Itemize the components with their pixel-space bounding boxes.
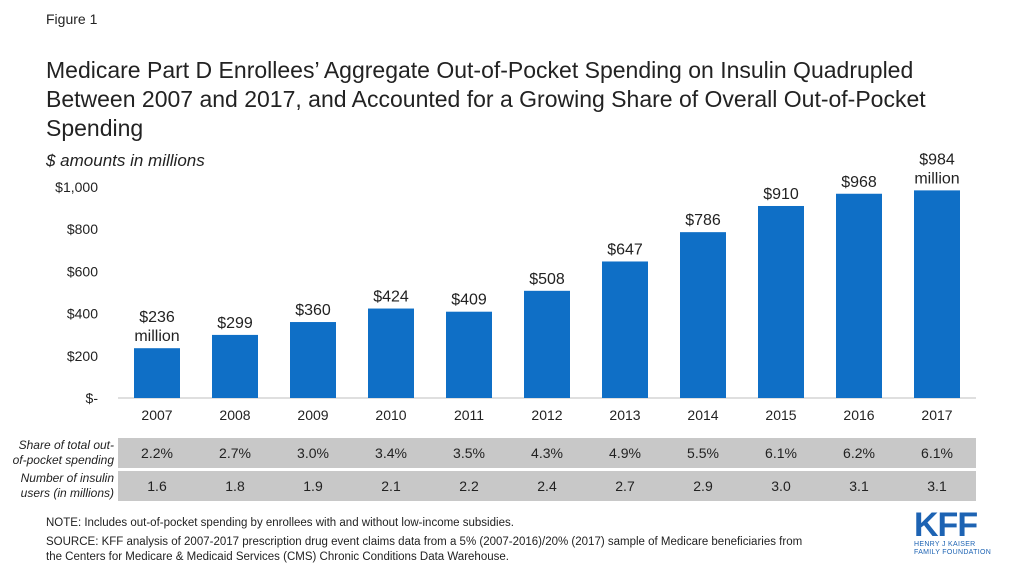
data-label: $360	[295, 302, 331, 319]
kff-logo-line1: HENRY J KAISER	[914, 541, 976, 548]
table-row-label-users: Number of insulin users (in millions)	[6, 471, 114, 501]
table-cell: 1.8	[225, 478, 245, 494]
kff-logo: KFF HENRY J KAISER FAMILY FOUNDATION	[914, 506, 994, 557]
bar	[914, 190, 960, 398]
table-row-label-share: Share of total out- of-pocket spending	[6, 438, 114, 468]
bar	[134, 348, 180, 398]
x-tick-label: 2016	[843, 407, 874, 423]
x-tick-label: 2013	[609, 407, 640, 423]
kff-logo-mark: KFF	[914, 506, 978, 544]
note-text: NOTE: Includes out-of-pocket spending by…	[46, 517, 514, 529]
bar	[290, 322, 336, 398]
bar	[602, 261, 648, 398]
bar	[758, 205, 804, 398]
chart-title: Medicare Part D Enrollees’ Aggregate Out…	[46, 57, 926, 141]
table-cell: 6.1%	[765, 445, 797, 461]
bar	[680, 232, 726, 398]
table-cell: 3.0%	[297, 445, 329, 461]
table-band-users	[118, 471, 976, 501]
y-tick-label: $-	[86, 390, 99, 406]
x-tick-label: 2015	[765, 407, 796, 423]
table-cell: 2.2%	[141, 445, 173, 461]
data-label: $968	[841, 174, 877, 191]
table-cell: 2.1	[381, 478, 401, 494]
table-cell: 3.0	[771, 478, 791, 494]
data-label: $424	[373, 289, 409, 306]
table-cell: 2.9	[693, 478, 713, 494]
x-tick-label: 2017	[921, 407, 952, 423]
table-cell: 2.7	[615, 478, 635, 494]
table-cell: 6.1%	[921, 445, 953, 461]
y-tick-label: $800	[67, 221, 98, 237]
table-row-label-share-line2: of-pocket spending	[12, 453, 114, 467]
table-row-label-users-line2: users (in millions)	[20, 486, 114, 500]
data-label: $508	[529, 271, 565, 288]
x-tick-label: 2012	[531, 407, 562, 423]
table-cell: 4.9%	[609, 445, 641, 461]
bar	[368, 308, 414, 398]
data-label: $984 million	[914, 151, 959, 187]
data-label: $647	[607, 241, 643, 258]
data-label: $299	[217, 315, 253, 332]
table-band-share	[118, 438, 976, 468]
data-label: $786	[685, 212, 721, 229]
y-tick-label: $1,000	[55, 179, 98, 195]
table-cell: 1.6	[147, 478, 167, 494]
bar	[836, 193, 882, 398]
bar	[446, 311, 492, 398]
x-tick-label: 2010	[375, 407, 406, 423]
x-tick-label: 2009	[297, 407, 328, 423]
x-tick-label: 2011	[454, 407, 484, 423]
table-cell: 2.2	[459, 478, 479, 494]
data-label: $236 million	[134, 309, 179, 345]
source-text-line2: the Centers for Medicare & Medicaid Serv…	[46, 551, 509, 563]
table-cell: 4.3%	[531, 445, 563, 461]
table-row-label-users-line1: Number of insulin	[20, 471, 114, 485]
y-tick-label: $400	[67, 306, 98, 322]
kff-logo-line2: FAMILY FOUNDATION	[914, 549, 992, 556]
x-tick-label: 2008	[219, 407, 250, 423]
table-cell: 5.5%	[687, 445, 719, 461]
table-cell: 2.7%	[219, 445, 251, 461]
table-cell: 2.4	[537, 478, 557, 494]
source-text-line1: SOURCE: KFF analysis of 2007-2017 prescr…	[46, 536, 803, 548]
data-label: $910	[763, 186, 799, 203]
chart-subtitle: $ amounts in millions	[46, 151, 205, 170]
bar	[212, 334, 258, 398]
y-tick-label: $200	[67, 348, 98, 364]
x-tick-label: 2014	[687, 407, 718, 423]
table-cell: 3.1	[927, 478, 947, 494]
table-cell: 6.2%	[843, 445, 875, 461]
table-cell: 3.5%	[453, 445, 485, 461]
data-label: $409	[451, 292, 487, 309]
bar	[524, 290, 570, 398]
table-row-label-share-line1: Share of total out-	[18, 438, 114, 452]
table-cell: 3.4%	[375, 445, 407, 461]
y-tick-label: $600	[67, 263, 98, 279]
figure-label: Figure 1	[46, 11, 98, 27]
x-tick-label: 2007	[141, 407, 172, 423]
table-cell: 3.1	[849, 478, 869, 494]
table-cell: 1.9	[303, 478, 323, 494]
